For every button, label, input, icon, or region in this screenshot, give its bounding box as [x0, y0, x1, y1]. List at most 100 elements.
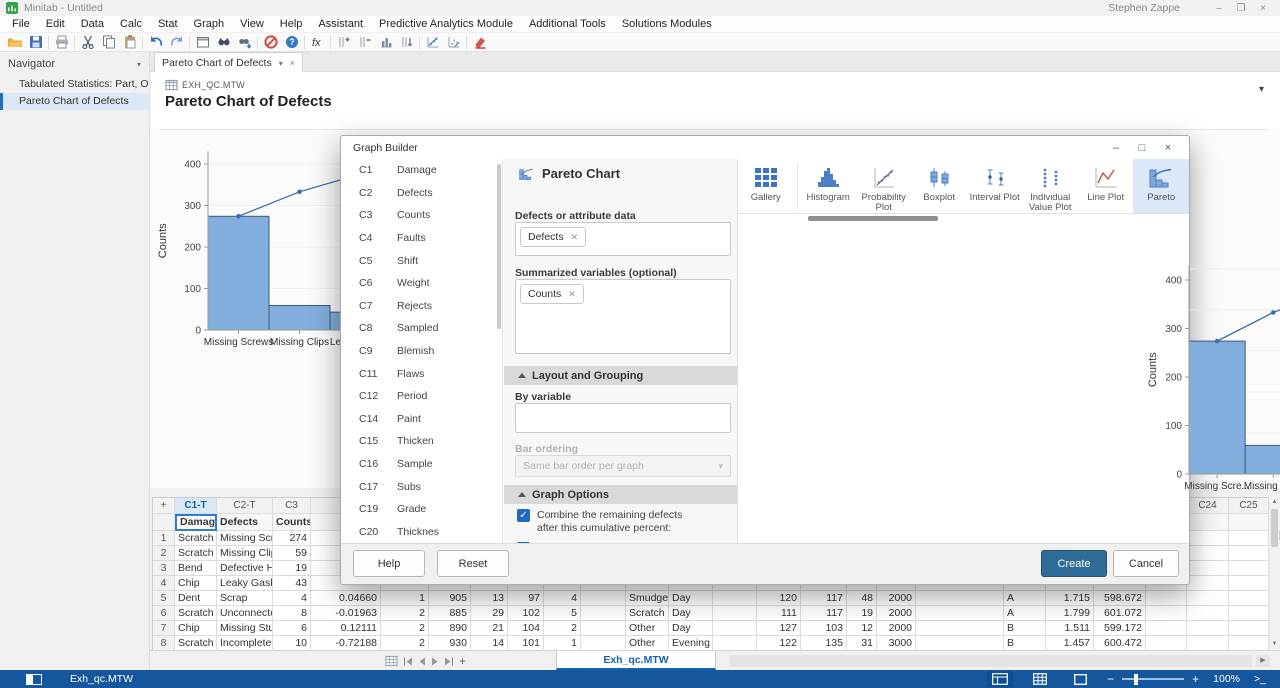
column-item-flaws[interactable]: C11 Flaws: [341, 362, 502, 385]
table-cell[interactable]: 8: [273, 606, 311, 621]
table-cell[interactable]: [916, 636, 1004, 651]
table-cell[interactable]: 5: [544, 606, 581, 621]
column-header-c1-t[interactable]: C1-T: [175, 498, 217, 514]
table-cell[interactable]: 890: [429, 621, 471, 636]
column-list-scrollbar[interactable]: [497, 164, 501, 329]
table-cell[interactable]: [1187, 591, 1229, 606]
dialog-title-bar[interactable]: Graph Builder – □ ×: [341, 136, 1189, 159]
table-cell[interactable]: 117: [801, 606, 847, 621]
gallery-item-line-plot[interactable]: Line Plot: [1078, 159, 1134, 213]
table-cell[interactable]: -0.01963: [311, 606, 381, 621]
table-cell[interactable]: 2000: [877, 606, 916, 621]
table-cell[interactable]: 2000: [877, 621, 916, 636]
table-cell[interactable]: [1187, 531, 1229, 546]
table-cell[interactable]: [581, 636, 626, 651]
help-icon[interactable]: ?: [281, 34, 302, 51]
stat-column-icon[interactable]: [375, 34, 396, 51]
zoom-in-icon[interactable]: +: [1192, 672, 1200, 686]
find-icon[interactable]: [213, 34, 234, 51]
table-cell[interactable]: Day: [669, 591, 713, 606]
column-name-defects[interactable]: Defects: [217, 514, 273, 531]
insert-column-icon[interactable]: [333, 34, 354, 51]
menu-item-help[interactable]: Help: [279, 17, 303, 30]
table-cell[interactable]: [581, 591, 626, 606]
table-cell[interactable]: [1229, 591, 1269, 606]
defects-field[interactable]: Defects ✕: [515, 222, 731, 256]
window-close-button[interactable]: ×: [1260, 2, 1266, 14]
table-cell[interactable]: 1: [544, 636, 581, 651]
column-item-defects[interactable]: C2 Defects: [341, 182, 502, 205]
scrollbar-thumb[interactable]: [1271, 509, 1278, 547]
table-cell[interactable]: 101: [508, 636, 544, 651]
create-button[interactable]: Create: [1041, 550, 1107, 577]
table-cell[interactable]: 2000: [877, 591, 916, 606]
table-cell[interactable]: 104: [508, 621, 544, 636]
table-cell[interactable]: Dent: [175, 591, 217, 606]
menu-item-calc[interactable]: Calc: [119, 17, 142, 30]
column-item-paint[interactable]: C14 Paint: [341, 408, 502, 431]
table-cell[interactable]: 274: [273, 531, 311, 546]
table-cell[interactable]: Day: [669, 606, 713, 621]
save-icon[interactable]: [25, 34, 46, 51]
menu-item-assistant[interactable]: Assistant: [318, 17, 364, 30]
dialog-minimize-icon[interactable]: –: [1112, 141, 1120, 154]
column-item-thicken[interactable]: C15 Thicken: [341, 430, 502, 453]
single-view-button[interactable]: [1067, 671, 1093, 687]
table-cell[interactable]: 598.672: [1094, 591, 1146, 606]
table-cell[interactable]: Scratch: [626, 606, 669, 621]
table-cell[interactable]: [581, 606, 626, 621]
table-cell[interactable]: Leaky Gasket: [217, 576, 273, 591]
table-cell[interactable]: 0.04660: [311, 591, 381, 606]
table-cell[interactable]: A: [1004, 606, 1046, 621]
menu-item-view[interactable]: View: [240, 17, 264, 30]
window-minimize-button[interactable]: –: [1216, 2, 1222, 14]
column-item-damage[interactable]: C1 Damage: [341, 159, 502, 182]
counts-variable-chip[interactable]: Counts ✕: [520, 284, 584, 304]
table-cell[interactable]: 135: [801, 636, 847, 651]
dialog-close-icon[interactable]: ×: [1164, 141, 1172, 154]
cancel-button[interactable]: Cancel: [1113, 550, 1179, 577]
table-cell[interactable]: Chip: [175, 576, 217, 591]
column-name-counts[interactable]: Counts: [273, 514, 311, 531]
gallery-item-gallery[interactable]: Gallery: [738, 159, 794, 213]
menu-item-predictive-analytics-module[interactable]: Predictive Analytics Module: [379, 17, 513, 30]
table-cell[interactable]: [1187, 561, 1229, 576]
zoom-slider[interactable]: [1122, 673, 1185, 685]
table-cell[interactable]: 111: [757, 606, 801, 621]
table-cell[interactable]: Missing Studs: [217, 621, 273, 636]
cumulative-point[interactable]: [297, 189, 302, 195]
table-cell[interactable]: 43: [273, 576, 311, 591]
table-cell[interactable]: [713, 606, 757, 621]
table-cell[interactable]: 102: [508, 606, 544, 621]
scroll-down-icon[interactable]: ▼: [1271, 641, 1278, 647]
table-cell[interactable]: -0.72188: [311, 636, 381, 651]
table-cell[interactable]: 4: [544, 591, 581, 606]
row-number[interactable]: 2: [153, 546, 175, 561]
navigator-header[interactable]: Navigator ▾: [0, 52, 149, 76]
navigator-item-pareto-chart-of-defects[interactable]: Pareto Chart of Defects: [0, 93, 149, 110]
table-cell[interactable]: 930: [429, 636, 471, 651]
gallery-item-probability-plot[interactable]: Probability Plot: [856, 159, 912, 213]
first-worksheet-icon[interactable]: [403, 657, 413, 666]
table-cell[interactable]: Other: [626, 636, 669, 651]
column-item-weight[interactable]: C6 Weight: [341, 272, 502, 295]
graph-options-section-header[interactable]: Graph Options: [504, 485, 737, 504]
table-cell[interactable]: 117: [801, 591, 847, 606]
cancel-icon[interactable]: [260, 34, 281, 51]
table-cell[interactable]: Incomplete Part: [217, 636, 273, 651]
menu-item-edit[interactable]: Edit: [45, 17, 65, 30]
paste-icon[interactable]: [119, 34, 140, 51]
menu-item-file[interactable]: File: [12, 17, 30, 30]
table-cell[interactable]: Day: [669, 621, 713, 636]
pareto-bar-missing-screws[interactable]: [207, 215, 270, 331]
column-item-thicknes[interactable]: C20 Thicknes: [341, 521, 502, 544]
pareto-bar-missing-clips[interactable]: [268, 305, 331, 331]
table-cell[interactable]: [1146, 606, 1187, 621]
by-variable-field[interactable]: [515, 403, 731, 433]
edit-graph-icon[interactable]: [422, 34, 443, 51]
table-cell[interactable]: Bend: [175, 561, 217, 576]
table-cell[interactable]: 1.799: [1046, 606, 1094, 621]
row-number[interactable]: 6: [153, 606, 175, 621]
fx-icon[interactable]: fx: [307, 34, 328, 51]
table-cell[interactable]: 29: [471, 606, 508, 621]
